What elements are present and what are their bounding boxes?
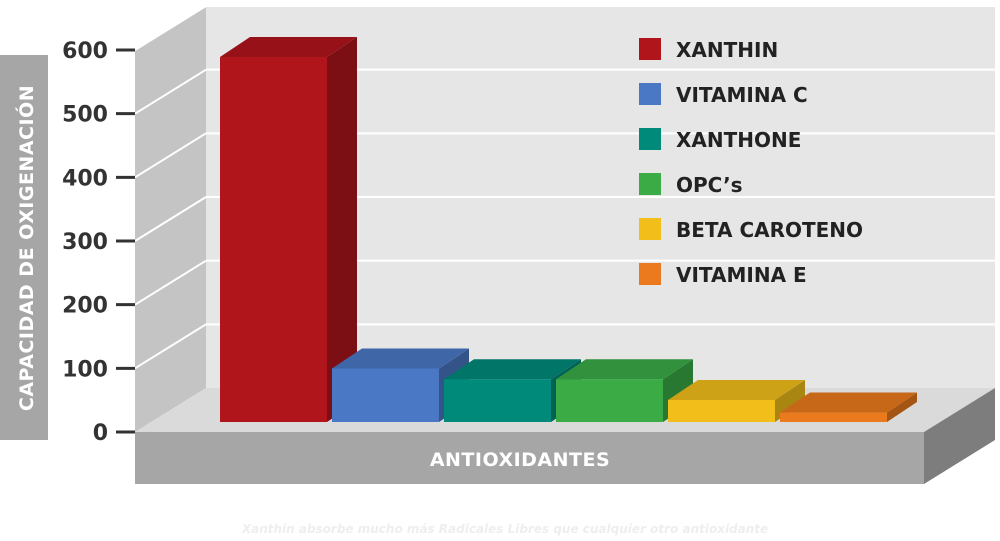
bar-front <box>780 412 887 422</box>
legend-label: BETA CAROTENO <box>676 218 863 242</box>
y-tick-label: 100 <box>62 357 108 382</box>
legend-swatch <box>639 38 661 60</box>
legend-label: OPC’s <box>676 173 743 197</box>
bar-top <box>332 348 469 369</box>
bar-front <box>444 379 551 422</box>
y-tick-label: 400 <box>62 166 108 191</box>
bar <box>780 392 917 422</box>
legend-label: VITAMINA C <box>676 83 808 107</box>
y-axis-title: CAPACIDAD DE OXIGENACIÓN <box>14 85 38 411</box>
y-tick-label: 500 <box>62 103 108 128</box>
legend-swatch <box>639 263 661 285</box>
y-tick-label: 200 <box>62 294 108 319</box>
gridline <box>134 259 207 306</box>
legend-item: BETA CAROTENO <box>639 218 863 242</box>
gridline <box>134 5 207 51</box>
bars <box>220 37 917 422</box>
y-axis-title-box <box>0 55 48 440</box>
bar-top <box>444 359 581 380</box>
legend-label: VITAMINA E <box>676 263 807 287</box>
x-axis-title: ANTIOXIDANTES <box>430 449 610 471</box>
legend-label: XANTHIN <box>676 38 778 62</box>
legend-swatch <box>639 128 661 150</box>
bar-front <box>668 399 775 422</box>
y-tick-label: 300 <box>62 230 108 255</box>
bar <box>556 359 693 422</box>
bar <box>220 37 357 422</box>
bar-top <box>220 37 357 57</box>
x-axis-base-end <box>924 388 995 484</box>
gridline <box>134 323 207 370</box>
x-axis-base <box>135 432 924 484</box>
legend-item: XANTHONE <box>639 128 801 152</box>
legend-swatch <box>639 173 661 195</box>
gridline <box>134 196 207 242</box>
legend-item: OPC’s <box>639 173 743 197</box>
legend: XANTHIN VITAMINA C XANTHONE OPC’s BETA CAROT… <box>639 38 863 287</box>
bar-front <box>556 379 663 422</box>
y-axis: 0 100 200 300 400 500 600 <box>62 39 135 446</box>
bar-top <box>780 392 917 413</box>
bar-front <box>220 57 327 422</box>
legend-swatch <box>639 83 661 105</box>
bar-top <box>556 359 693 380</box>
caption: Xanthin absorbe mucho más Radicales Libr… <box>241 522 768 536</box>
legend-item: VITAMINA C <box>639 83 808 107</box>
bar-side <box>887 392 917 422</box>
bar-top <box>668 379 805 400</box>
y-tick-label: 600 <box>62 39 108 64</box>
gridline <box>134 68 207 115</box>
bar-side <box>327 37 357 422</box>
legend-item: VITAMINA E <box>639 263 807 287</box>
legend-item: XANTHIN <box>639 38 778 62</box>
gridline <box>134 132 207 179</box>
bar-front <box>332 368 439 422</box>
y-tick-label: 0 <box>93 421 108 446</box>
legend-label: XANTHONE <box>676 128 801 152</box>
bar <box>668 379 805 422</box>
legend-swatch <box>639 218 661 240</box>
